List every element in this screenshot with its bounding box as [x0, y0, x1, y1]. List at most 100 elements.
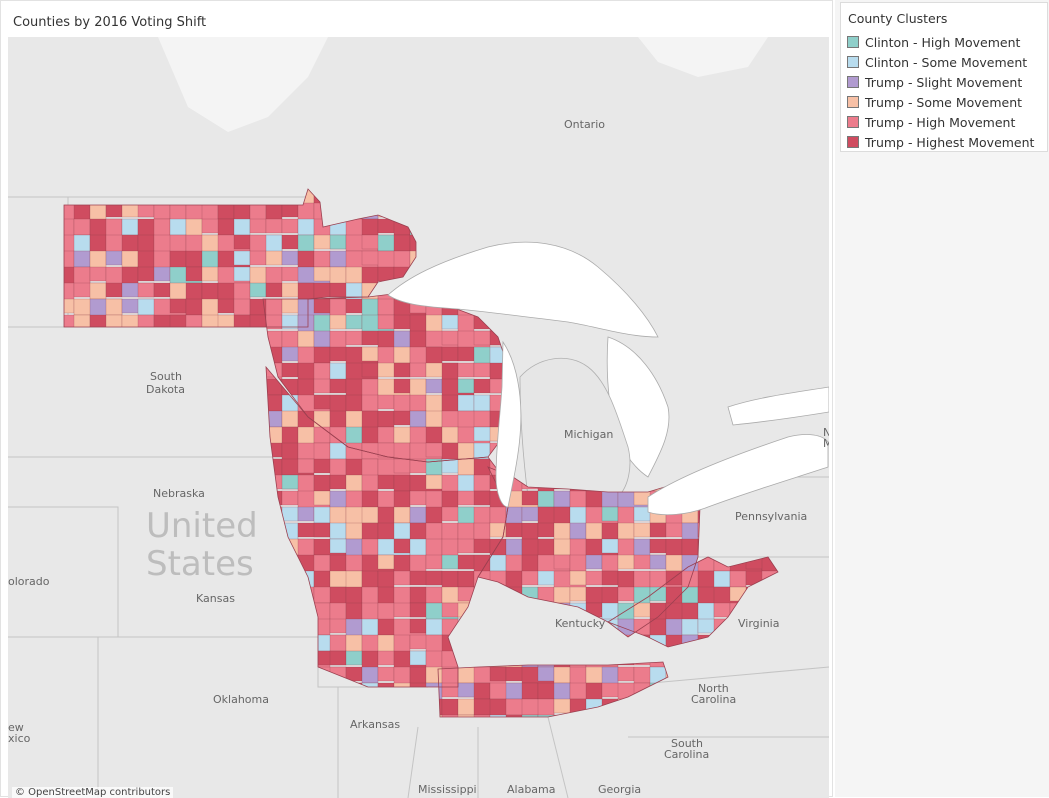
county[interactable] [217, 218, 235, 238]
county[interactable] [441, 698, 459, 717]
county[interactable] [89, 250, 107, 270]
county[interactable] [361, 362, 379, 378]
county[interactable] [441, 426, 459, 446]
county[interactable] [665, 554, 683, 574]
county[interactable] [377, 634, 395, 654]
county[interactable] [489, 666, 507, 682]
county[interactable] [425, 538, 443, 558]
county[interactable] [281, 250, 299, 266]
county[interactable] [329, 506, 347, 526]
county[interactable] [345, 442, 363, 462]
county[interactable] [569, 522, 587, 542]
legend-item-clinton-some[interactable]: Clinton - Some Movement [847, 53, 1027, 71]
county[interactable] [425, 314, 443, 334]
county[interactable] [569, 666, 587, 686]
county[interactable] [345, 330, 363, 346]
county[interactable] [297, 314, 315, 334]
county[interactable] [473, 490, 491, 506]
legend-item-trump-high[interactable]: Trump - High Movement [847, 113, 1015, 131]
county[interactable] [361, 346, 379, 362]
county[interactable] [233, 266, 251, 282]
county[interactable] [329, 378, 347, 394]
county[interactable] [617, 538, 635, 558]
county[interactable] [473, 362, 491, 378]
county[interactable] [361, 650, 379, 670]
county[interactable] [345, 634, 363, 654]
county[interactable] [457, 362, 475, 378]
county[interactable] [409, 618, 427, 634]
county[interactable] [233, 218, 251, 238]
county[interactable] [537, 698, 555, 717]
county[interactable] [537, 538, 555, 558]
county[interactable] [329, 314, 347, 330]
county[interactable] [313, 250, 331, 270]
county[interactable] [425, 394, 443, 414]
county[interactable] [361, 394, 379, 414]
county[interactable] [505, 554, 523, 574]
county[interactable] [297, 330, 315, 350]
county[interactable] [425, 522, 443, 542]
county[interactable] [617, 554, 635, 570]
county[interactable] [569, 506, 587, 526]
county[interactable] [665, 538, 683, 558]
county[interactable] [393, 490, 411, 510]
county[interactable] [393, 250, 411, 270]
county[interactable] [345, 602, 363, 622]
county[interactable] [377, 650, 395, 666]
county[interactable] [281, 394, 299, 414]
county[interactable] [393, 666, 411, 686]
county[interactable] [297, 234, 315, 254]
county[interactable] [329, 618, 347, 634]
county[interactable] [345, 394, 363, 414]
county[interactable] [297, 202, 315, 222]
county[interactable] [617, 522, 635, 542]
county[interactable] [361, 266, 379, 286]
legend-item-trump-some[interactable]: Trump - Some Movement [847, 93, 1022, 111]
county[interactable] [505, 538, 523, 558]
county[interactable] [217, 202, 235, 222]
county[interactable] [233, 298, 251, 318]
county[interactable] [473, 682, 491, 702]
county[interactable] [441, 538, 459, 558]
county[interactable] [89, 266, 107, 282]
county[interactable] [73, 202, 91, 222]
county[interactable] [201, 202, 219, 222]
county[interactable] [425, 346, 443, 366]
county[interactable] [425, 666, 443, 686]
county[interactable] [393, 474, 411, 494]
county[interactable] [345, 426, 363, 446]
county[interactable] [473, 394, 491, 414]
county[interactable] [425, 554, 443, 570]
county[interactable] [377, 586, 395, 606]
county[interactable] [457, 378, 475, 394]
county[interactable] [601, 522, 619, 542]
county[interactable] [409, 554, 427, 574]
county[interactable] [281, 410, 299, 430]
county[interactable] [281, 506, 299, 522]
county[interactable] [313, 570, 331, 590]
county[interactable] [649, 554, 667, 570]
county[interactable] [425, 506, 443, 526]
county[interactable] [601, 570, 619, 586]
county[interactable] [281, 218, 299, 234]
county[interactable] [249, 218, 267, 234]
county[interactable] [169, 218, 187, 238]
county[interactable] [153, 282, 171, 298]
county[interactable] [281, 362, 299, 378]
county[interactable] [329, 474, 347, 490]
county[interactable] [441, 314, 459, 330]
county[interactable] [553, 554, 571, 570]
county[interactable] [345, 266, 363, 286]
county[interactable] [185, 298, 203, 318]
county[interactable] [409, 650, 427, 666]
county[interactable] [393, 330, 411, 350]
county[interactable] [457, 474, 475, 494]
county[interactable] [681, 538, 699, 558]
county[interactable] [121, 234, 139, 254]
county[interactable] [649, 618, 667, 638]
county[interactable] [105, 218, 123, 238]
county[interactable] [441, 490, 459, 510]
county[interactable] [425, 378, 443, 394]
county[interactable] [345, 314, 363, 330]
county[interactable] [697, 602, 715, 622]
